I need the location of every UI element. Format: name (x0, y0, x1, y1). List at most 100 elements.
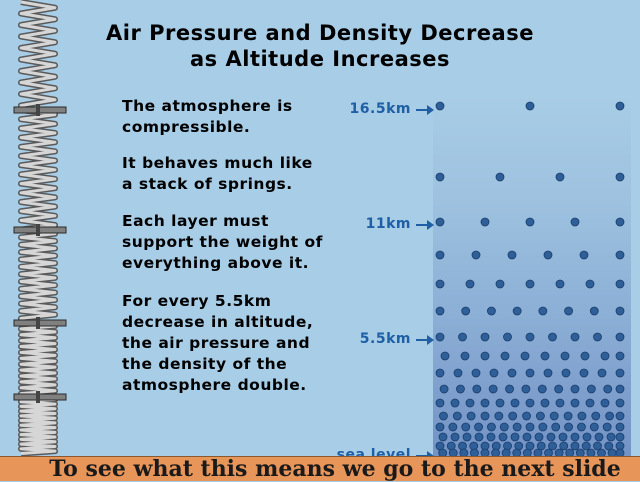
air-molecule-dot (593, 332, 602, 342)
text-line: compressible. (122, 118, 251, 136)
text-line: The atmosphere is (122, 97, 293, 115)
air-molecule-dot (460, 351, 470, 361)
air-molecule-dot (465, 279, 475, 289)
air-molecule-dot (555, 279, 565, 289)
air-molecule-dot (474, 422, 483, 432)
footer-next-slide-text: To see what this means we go to the next… (49, 456, 621, 482)
paragraph-springs: It behaves much like a stack of springs. (122, 153, 352, 195)
air-molecule-dot (606, 432, 616, 442)
air-molecule-dot (604, 441, 614, 451)
text-line: It behaves much like (122, 154, 313, 172)
air-molecule-dot (585, 279, 595, 289)
text-line: everything above it. (122, 254, 309, 272)
air-molecule-dot (603, 384, 613, 394)
air-molecule-dot (435, 217, 445, 227)
air-molecule-dot (480, 411, 490, 421)
air-molecule-dot (615, 332, 625, 342)
air-molecule-dot (525, 217, 535, 227)
air-molecule-dot (525, 332, 535, 342)
arrow-icon (416, 335, 434, 345)
atmosphere-column (433, 96, 631, 456)
air-molecule-dot (465, 398, 475, 408)
air-molecule-dot (462, 432, 472, 442)
air-molecule-dot (538, 422, 548, 432)
air-molecule-dot (480, 398, 490, 408)
air-molecule-dot (525, 398, 535, 408)
air-molecule-dot (507, 368, 517, 378)
air-molecule-dot (585, 398, 595, 408)
text-line: decrease in altitude, (122, 313, 314, 331)
air-molecule-dot (600, 398, 610, 408)
air-molecule-dot (461, 422, 471, 432)
air-molecule-dot (480, 217, 490, 227)
air-molecule-dot (486, 432, 496, 442)
air-molecule-dot (499, 422, 509, 432)
air-molecule-dot (615, 306, 625, 316)
page-title: Air Pressure and Density Decrease as Alt… (60, 20, 580, 72)
text-line: Each layer must (122, 212, 269, 230)
text-line: atmosphere double. (122, 376, 307, 394)
air-molecule-dot (558, 432, 568, 442)
air-molecule-dot (466, 411, 476, 421)
text-line: support the weight of (122, 233, 323, 251)
air-molecule-dot (597, 368, 607, 378)
air-molecule-dot (500, 351, 510, 361)
air-molecule-dot (535, 411, 545, 421)
air-molecule-dot (570, 217, 580, 227)
air-molecule-dot (554, 384, 564, 394)
air-molecule-dot (525, 279, 535, 289)
air-molecule-dot (600, 351, 610, 361)
air-molecule-dot (521, 384, 531, 394)
air-molecule-dot (577, 411, 587, 421)
air-molecule-dot (435, 398, 445, 408)
air-molecule-dot (586, 384, 596, 394)
text-line: For every 5.5km (122, 292, 272, 310)
air-molecule-dot (512, 422, 522, 432)
air-molecule-dot (435, 306, 445, 316)
air-molecule-dot (489, 368, 499, 378)
air-molecule-dot (605, 411, 615, 421)
air-molecule-dot (615, 422, 625, 432)
air-molecule-dot (561, 368, 571, 378)
air-molecule-dot (536, 441, 546, 451)
air-molecule-dot (505, 384, 514, 394)
air-molecule-dot (503, 441, 512, 451)
air-molecule-dot (522, 432, 532, 442)
air-molecule-dot (525, 101, 535, 111)
air-molecule-dot (439, 411, 448, 421)
air-molecule-dot (494, 411, 504, 421)
air-molecule-dot (471, 368, 481, 378)
air-molecule-dot (435, 250, 445, 260)
air-molecule-dot (525, 422, 535, 432)
spring-plate (13, 391, 67, 403)
text-line: a stack of springs. (122, 175, 293, 193)
air-molecule-dot (510, 432, 520, 442)
air-molecule-dot (458, 332, 467, 342)
air-molecule-dot (461, 306, 471, 316)
air-molecule-dot (520, 351, 530, 361)
air-molecule-dot (579, 368, 589, 378)
air-molecule-dot (548, 332, 557, 342)
air-molecule-dot (540, 351, 550, 361)
air-molecule-dot (560, 351, 570, 361)
air-molecule-dot (589, 306, 599, 316)
air-molecule-dot (615, 279, 625, 289)
paragraph-compressible: The atmosphere is compressible. (122, 96, 352, 138)
air-molecule-dot (570, 332, 580, 342)
spring-stack-icon (13, 0, 67, 456)
air-molecule-dot (615, 101, 625, 111)
air-molecule-dot (495, 279, 505, 289)
air-molecule-dot (495, 172, 505, 182)
air-molecule-dot (488, 384, 498, 394)
air-molecule-dot (508, 411, 518, 421)
air-molecule-dot (615, 411, 625, 421)
air-molecule-dot (555, 398, 565, 408)
air-molecule-dot (543, 250, 553, 260)
air-molecule-dot (438, 432, 448, 442)
air-molecule-dot (538, 306, 548, 316)
air-molecule-dot (534, 432, 544, 442)
air-molecule-dot (435, 332, 445, 342)
text-line: the air pressure and (122, 334, 311, 352)
air-molecule-dot (615, 384, 625, 394)
air-molecule-dot (456, 384, 465, 394)
